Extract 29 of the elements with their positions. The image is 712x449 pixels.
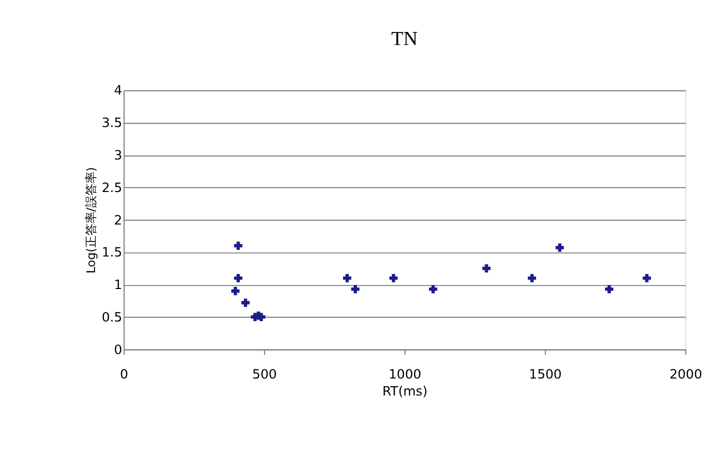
point bbox=[241, 298, 250, 307]
y-tick-label: 3 bbox=[114, 148, 122, 164]
point bbox=[343, 274, 352, 282]
point bbox=[389, 274, 398, 282]
y-tick-label: 2.5 bbox=[102, 180, 122, 196]
y-tick-label: 1 bbox=[114, 278, 122, 294]
y-tick-label: 4 bbox=[114, 84, 122, 99]
point bbox=[482, 264, 491, 273]
point bbox=[528, 274, 536, 282]
x-tick-label: 500 bbox=[252, 368, 277, 383]
x-tick-label: 1500 bbox=[529, 368, 562, 383]
x-tick-label: 1000 bbox=[388, 368, 422, 383]
point bbox=[234, 274, 242, 282]
y-tick-label: 0.5 bbox=[102, 310, 122, 326]
point bbox=[351, 284, 360, 294]
y-tick-label: 3.5 bbox=[102, 116, 122, 132]
y-tick-label: 2 bbox=[114, 213, 122, 228]
x-axis-title: RT(ms) bbox=[382, 384, 428, 400]
y-tick-label: 1.5 bbox=[102, 246, 122, 261]
y-tick-label: 0 bbox=[114, 342, 122, 358]
x-tick-label: 2000 bbox=[669, 368, 702, 383]
point bbox=[231, 286, 240, 296]
y-axis-title: Log(正答率/誤答率) bbox=[84, 167, 98, 274]
chart-title: TN bbox=[391, 28, 418, 50]
point bbox=[234, 242, 242, 250]
point bbox=[605, 284, 614, 294]
point bbox=[556, 244, 564, 252]
point bbox=[428, 284, 438, 294]
point bbox=[642, 274, 651, 282]
